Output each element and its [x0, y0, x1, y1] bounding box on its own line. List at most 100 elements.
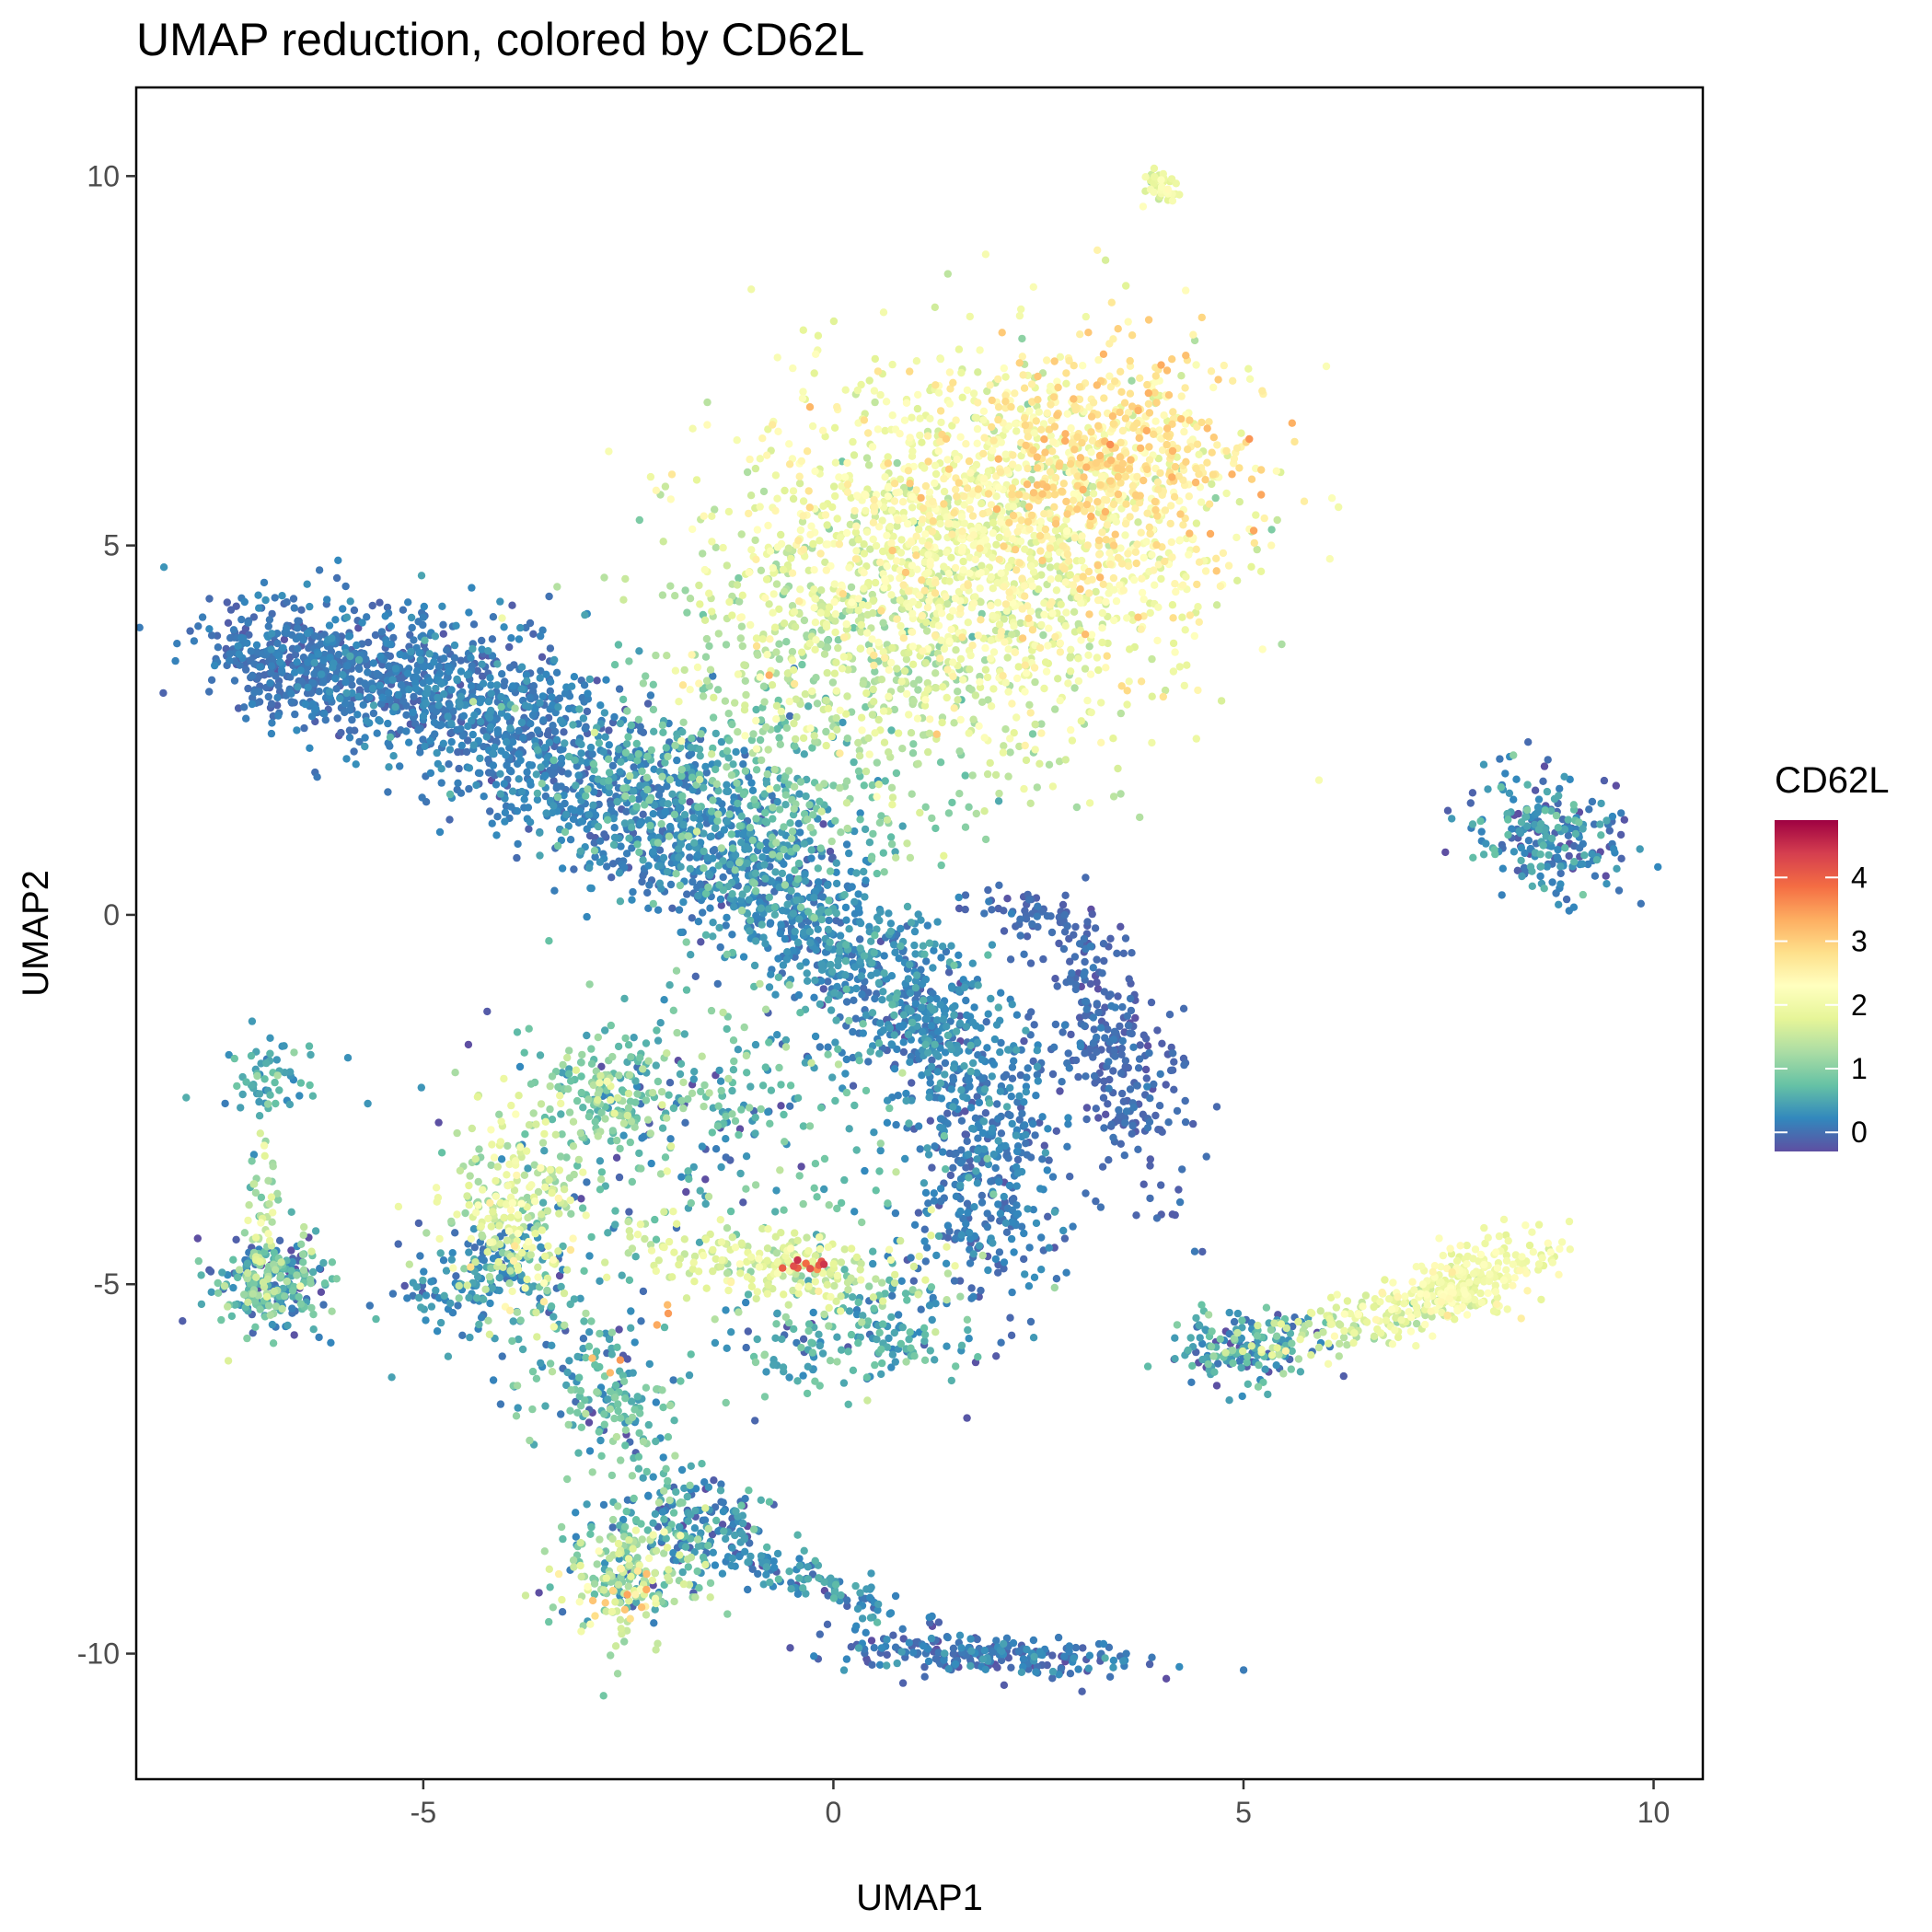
data-point: [1238, 1392, 1246, 1401]
data-point: [774, 954, 782, 963]
data-point: [925, 1093, 933, 1102]
data-point: [312, 704, 320, 713]
data-point: [585, 1328, 594, 1336]
data-point: [577, 740, 585, 748]
data-point: [659, 853, 668, 862]
data-point: [683, 1492, 691, 1501]
data-point: [898, 1625, 907, 1634]
data-point: [723, 913, 731, 922]
data-point: [1012, 1011, 1022, 1019]
data-point: [1088, 909, 1096, 919]
data-point: [290, 604, 298, 612]
data-point: [886, 920, 896, 928]
data-point: [1180, 1060, 1188, 1070]
data-point: [751, 1417, 759, 1425]
data-point: [1070, 931, 1078, 939]
data-point: [1162, 1674, 1171, 1683]
data-point: [746, 1082, 755, 1091]
data-point: [1090, 1025, 1098, 1034]
data-point: [534, 726, 542, 735]
data-point: [342, 613, 352, 621]
data-point: [498, 670, 506, 678]
data-point: [668, 904, 677, 912]
data-point: [968, 1018, 978, 1027]
data-point: [781, 1035, 791, 1045]
data-point: [691, 1507, 700, 1515]
data-point: [489, 613, 498, 621]
data-point: [410, 636, 418, 644]
data-point: [639, 1287, 648, 1296]
data-point: [649, 848, 657, 856]
data-point: [924, 1048, 932, 1057]
data-point: [1067, 1030, 1075, 1039]
data-point: [291, 651, 300, 659]
data-point: [858, 1614, 867, 1623]
data-point: [690, 839, 699, 847]
data-point: [676, 1070, 685, 1079]
data-point: [345, 706, 353, 714]
data-point: [545, 592, 553, 601]
data-point: [1100, 988, 1109, 996]
data-point: [509, 1317, 517, 1325]
data-point: [1064, 1049, 1072, 1058]
data-point: [505, 642, 514, 652]
data-point: [425, 650, 434, 658]
data-point: [574, 1449, 583, 1457]
data-point: [1117, 1050, 1126, 1059]
data-point: [797, 1163, 805, 1171]
data-point: [694, 892, 702, 900]
data-point: [352, 760, 360, 769]
data-point: [440, 690, 448, 699]
data-point: [967, 1647, 976, 1656]
data-point: [722, 1534, 730, 1544]
data-point: [315, 1333, 323, 1342]
data-point: [1175, 1662, 1184, 1672]
data-point: [1448, 815, 1456, 823]
data-point: [496, 790, 504, 798]
data-point: [436, 1318, 445, 1327]
data-point: [996, 1087, 1005, 1095]
data-point: [887, 1040, 896, 1048]
data-point: [1038, 1113, 1047, 1121]
data-point: [711, 729, 720, 738]
data-point: [230, 677, 239, 685]
data-point: [993, 1100, 1001, 1108]
data-point: [402, 711, 411, 719]
data-point: [1008, 1288, 1016, 1297]
data-point: [343, 1054, 353, 1062]
data-point: [525, 825, 533, 833]
data-point: [888, 1291, 897, 1301]
data-point: [1062, 1268, 1070, 1277]
data-point: [852, 869, 861, 877]
data-point: [1023, 1645, 1031, 1654]
data-point: [306, 602, 314, 611]
data-point: [921, 1257, 930, 1266]
data-point: [904, 975, 912, 983]
data-point: [1585, 805, 1593, 814]
data-point: [584, 811, 594, 819]
data-point: [757, 1552, 766, 1560]
data-point: [239, 634, 248, 642]
data-point: [1225, 1396, 1233, 1405]
data-point: [1109, 1133, 1117, 1142]
data-point: [908, 1079, 916, 1087]
data-point: [484, 698, 493, 706]
data-point: [447, 686, 456, 694]
data-point: [804, 1362, 812, 1371]
data-point: [1580, 851, 1589, 860]
data-point: [644, 1492, 653, 1500]
data-point: [416, 748, 424, 757]
data-point: [634, 1464, 643, 1473]
data-point: [832, 879, 841, 888]
data-point: [478, 672, 487, 680]
data-point: [905, 1638, 913, 1647]
data-point: [701, 1175, 710, 1184]
data-point: [814, 864, 822, 873]
data-point: [1044, 1125, 1052, 1133]
data-point: [943, 1633, 952, 1642]
data-point: [616, 768, 624, 776]
data-point: [934, 1618, 943, 1626]
data-point: [907, 919, 916, 927]
data-point: [615, 746, 623, 754]
data-point: [722, 1153, 730, 1162]
